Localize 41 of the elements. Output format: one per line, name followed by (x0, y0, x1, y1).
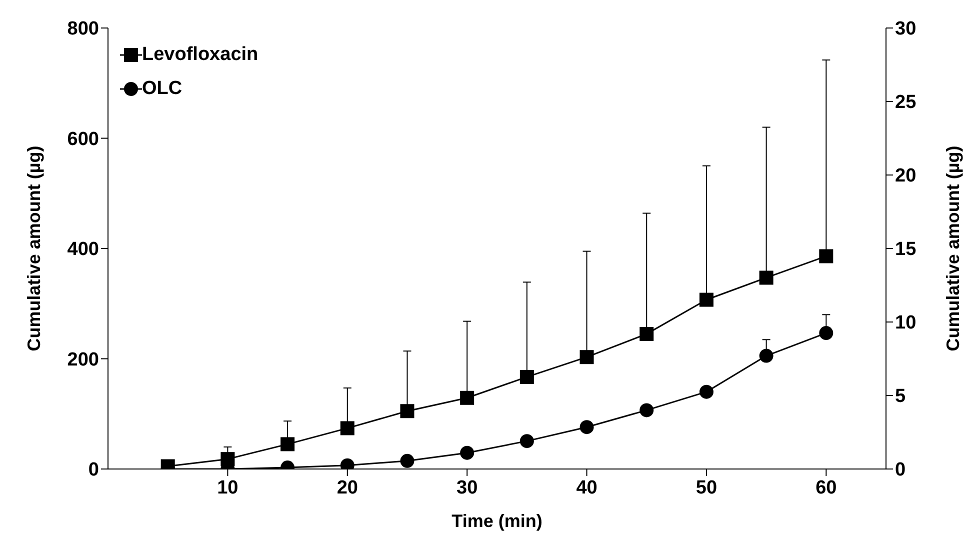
x-tick-label: 10 (217, 477, 238, 498)
legend-label: Levofloxacin (142, 44, 258, 66)
point (520, 434, 534, 448)
x-tick-label: 60 (816, 477, 837, 498)
point (759, 270, 774, 285)
y-tick-label: 800 (67, 18, 99, 40)
x-tick-label: 50 (696, 477, 718, 498)
y-tick-label: 600 (67, 128, 99, 150)
point (819, 326, 834, 340)
point (640, 403, 654, 418)
point (580, 420, 594, 434)
point (280, 437, 295, 452)
y2-tick-label: 0 (895, 460, 906, 481)
y2-tick-label: 5 (895, 386, 906, 408)
y2-tick-label: 10 (895, 312, 916, 334)
y2-axis-title: Cumulative amount (µg) (943, 146, 963, 352)
point (340, 421, 354, 436)
x-axis-title: Time (min) (452, 511, 542, 531)
y-tick-label: 0 (88, 460, 99, 481)
x-tick-label: 20 (336, 477, 358, 498)
point (400, 404, 414, 418)
y2-tick-label: 20 (895, 166, 916, 187)
y-tick-label: 400 (67, 239, 99, 260)
point (460, 446, 474, 460)
point (759, 348, 774, 363)
x-tick-label: 30 (456, 477, 478, 498)
legend-label: OLC (142, 78, 182, 100)
point (400, 454, 414, 468)
point (819, 249, 834, 264)
point (520, 370, 534, 384)
x-tick-label: 40 (576, 477, 598, 498)
point (699, 384, 714, 399)
point (699, 292, 714, 307)
point (640, 326, 654, 341)
y2-tick-label: 15 (895, 239, 917, 260)
y-tick-label: 200 (67, 349, 99, 370)
y2-tick-label: 25 (895, 92, 917, 114)
point (580, 350, 594, 364)
y-axis-title: Cumulative amount (µg) (24, 146, 44, 352)
point (460, 390, 474, 405)
y2-tick-label: 30 (895, 18, 916, 40)
